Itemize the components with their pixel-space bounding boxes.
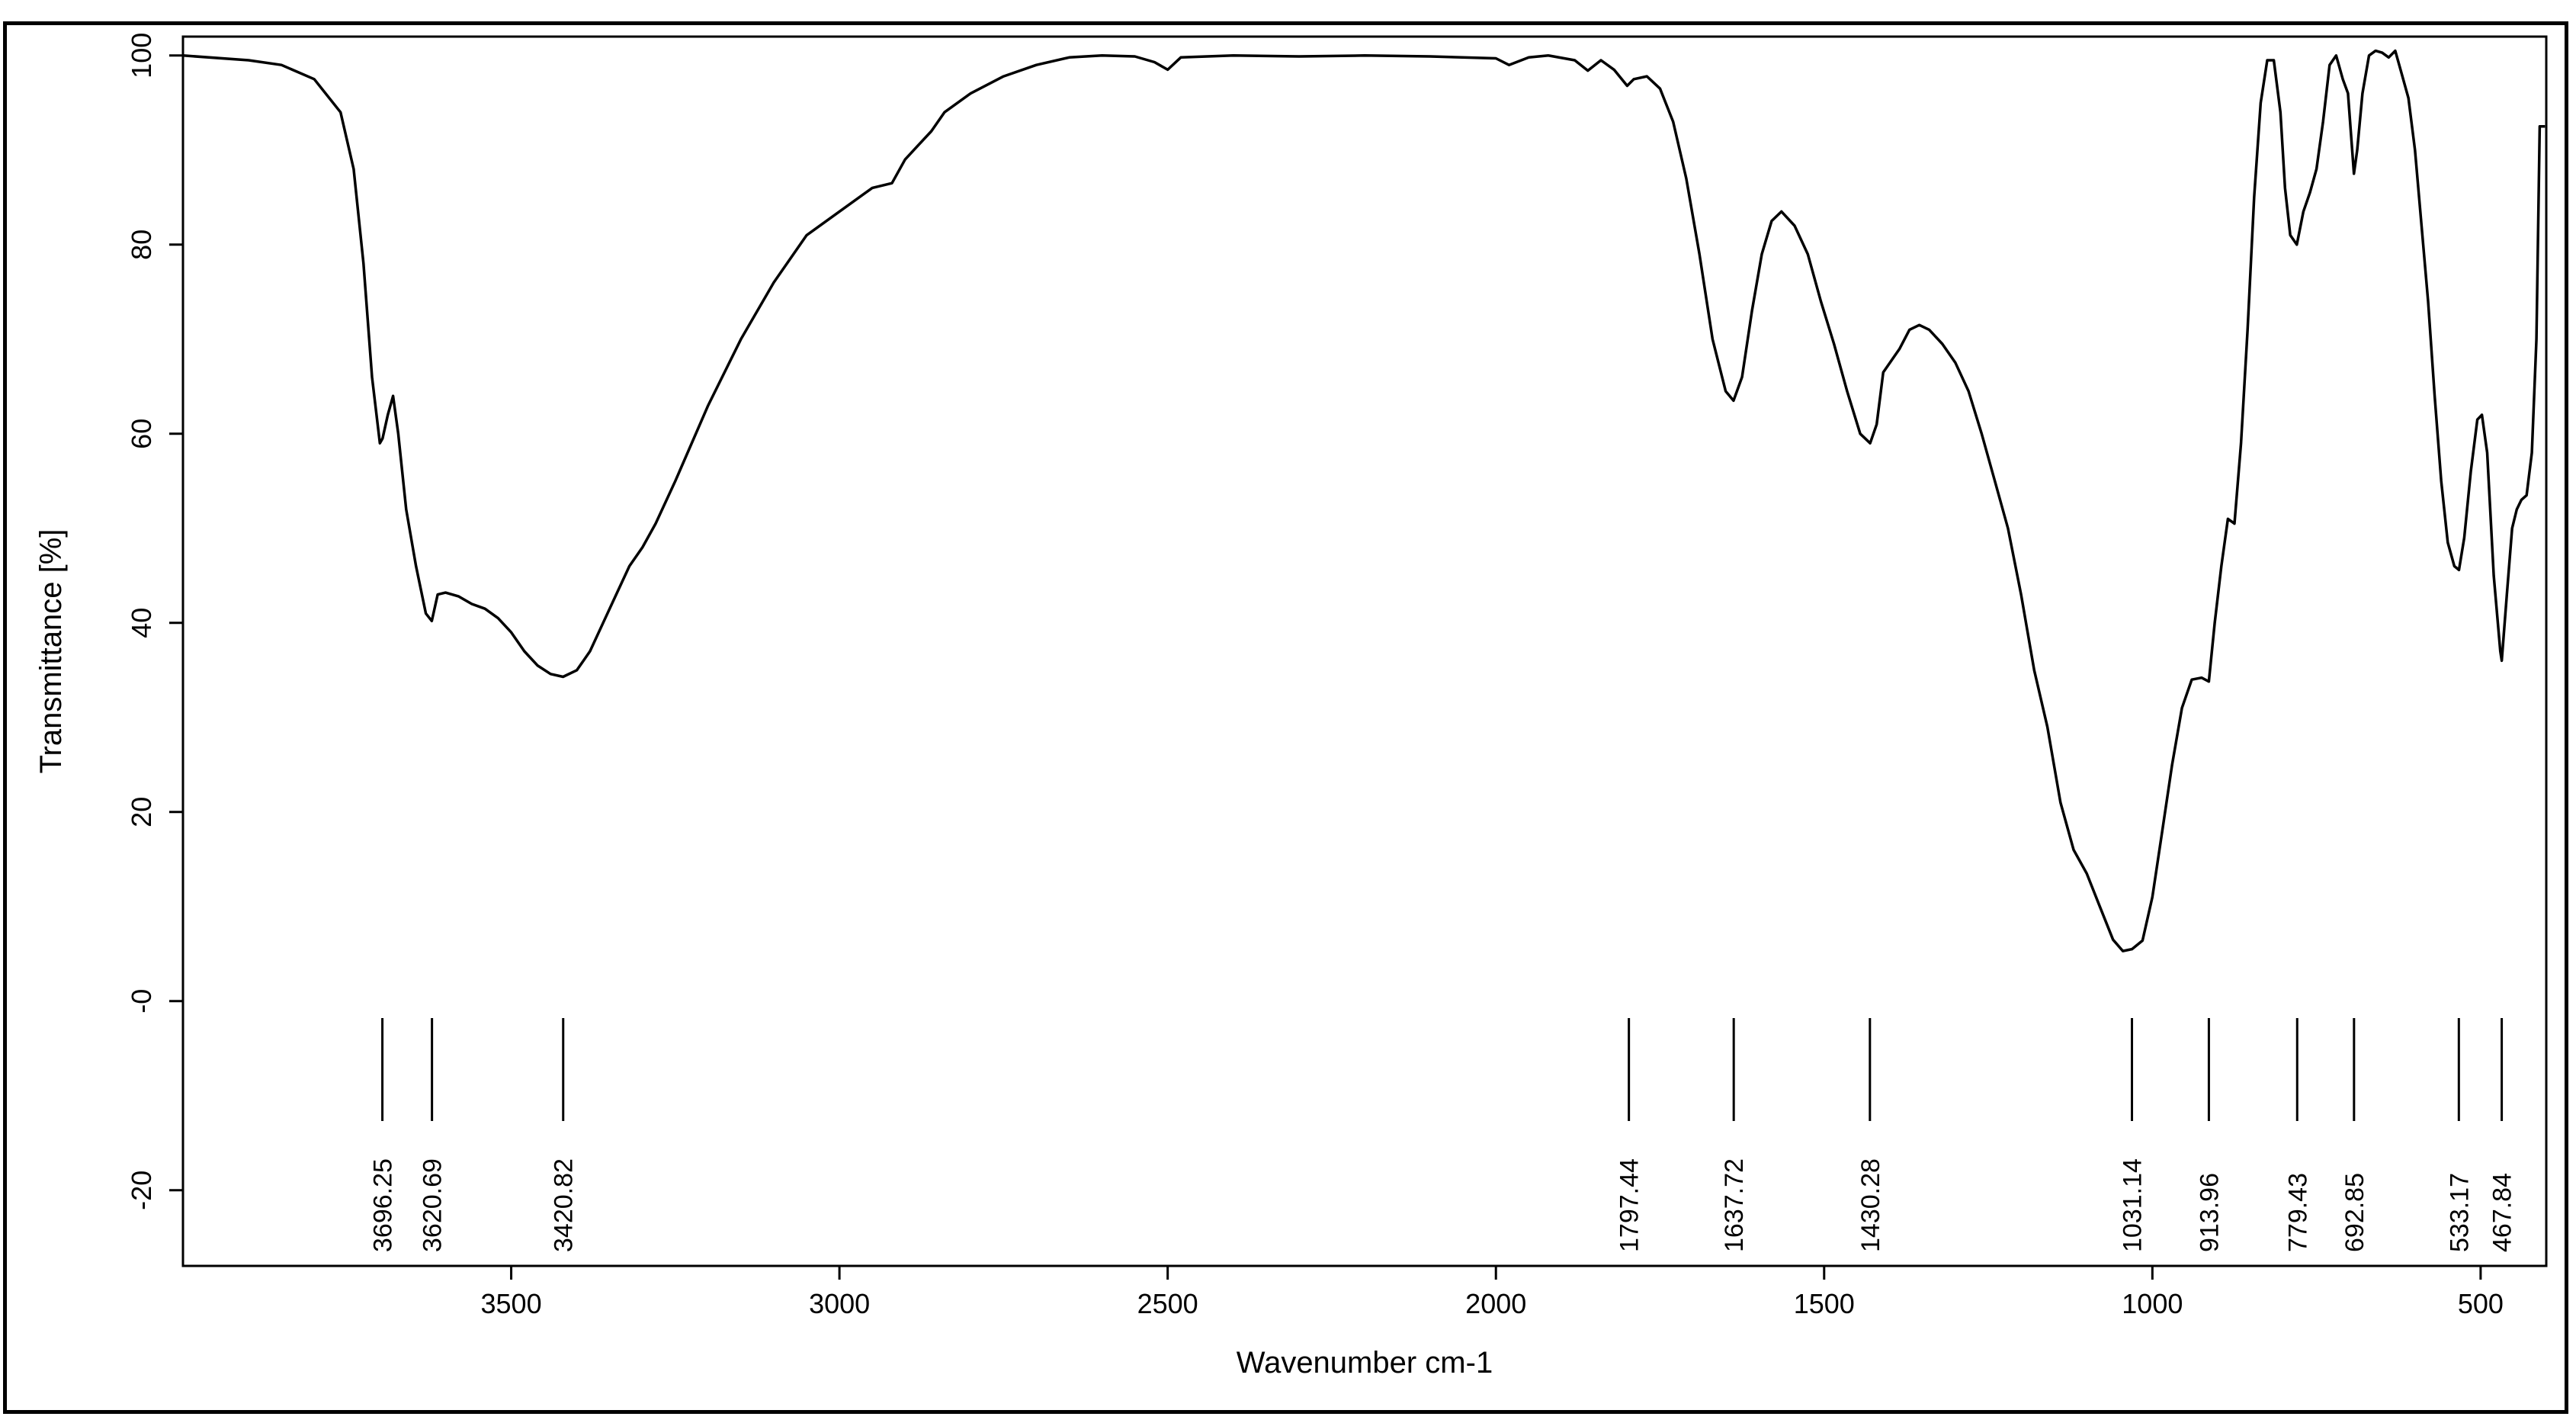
peak-label: 1430.28: [1856, 1158, 1885, 1252]
y-tick-label: 20: [126, 797, 157, 827]
peak-label: 1031.14: [2119, 1158, 2148, 1252]
peak-label: 692.85: [2340, 1173, 2369, 1252]
peak-label: 467.84: [2488, 1173, 2517, 1252]
y-tick-label: 60: [126, 419, 157, 449]
peak-label: 913.96: [2195, 1173, 2224, 1252]
peak-label: 3620.69: [419, 1158, 448, 1252]
peak-label: 779.43: [2283, 1173, 2312, 1252]
peak-label: 1637.72: [1720, 1158, 1749, 1252]
x-tick-label: 500: [2458, 1288, 2504, 1319]
x-tick-label: 1500: [1794, 1288, 1855, 1319]
spectrum-line: [182, 49, 2546, 952]
x-tick-label: 1000: [2122, 1288, 2183, 1319]
x-axis-label: Wavenumber cm-1: [1237, 1346, 1493, 1380]
x-tick-label: 2500: [1137, 1288, 1198, 1319]
x-tick-label: 3000: [809, 1288, 870, 1319]
y-axis: 100 80 60 40 20 -0 -20: [126, 33, 183, 1210]
y-tick-label: 100: [126, 33, 157, 79]
plot-area: [181, 35, 2548, 1267]
x-tick-label: 3500: [481, 1288, 542, 1319]
y-tick-label: -20: [126, 1171, 157, 1210]
peak-label: 3420.82: [550, 1158, 579, 1252]
y-axis-label: Transmittance [%]: [34, 529, 68, 774]
x-axis: 3500 3000 2500 2000 1500 1000 500: [481, 1266, 2504, 1319]
peak-label: 3696.25: [369, 1158, 398, 1252]
x-tick-label: 2000: [1465, 1288, 1526, 1319]
peak-markers: 3696.25 3620.69 3420.82 1797.44 1637.72 1430.…: [369, 1018, 2517, 1252]
peak-label: 1797.44: [1615, 1158, 1644, 1252]
peak-label: 533.17: [2445, 1173, 2474, 1252]
y-tick-label: 80: [126, 230, 157, 260]
y-tick-label: 40: [126, 608, 157, 638]
chart-frame: [3, 21, 2568, 1414]
y-tick-label: -0: [126, 989, 157, 1013]
